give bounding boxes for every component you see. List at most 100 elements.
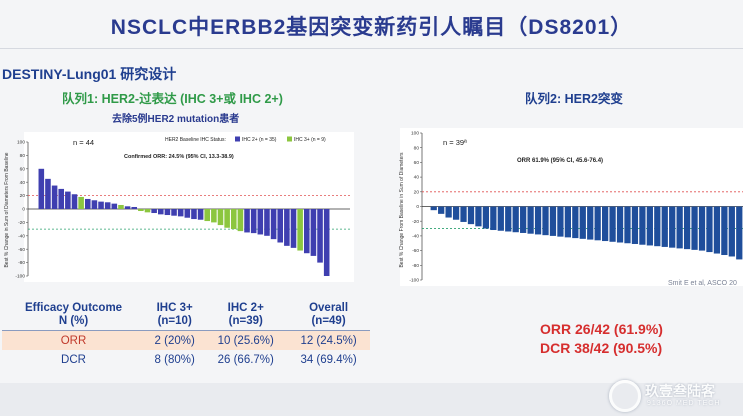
bar bbox=[58, 188, 65, 209]
bar bbox=[230, 209, 237, 230]
watermark-logo-icon bbox=[609, 380, 641, 412]
efficacy-table-header: Efficacy Outcome N (%) IHC 3+ (n=10) IHC 2… bbox=[2, 300, 370, 331]
watermark-en: 9136O MED TECH bbox=[647, 400, 721, 407]
cohort2-dcr-result: DCR 38/42 (90.5%) bbox=[540, 340, 663, 356]
bar bbox=[505, 206, 512, 232]
cohort1-waterfall: 100 80 60 40 20 0 -20 -40 -60 -80 -100 Best % Chan… bbox=[4, 132, 354, 282]
bar bbox=[217, 209, 224, 226]
y-tick-label: 0 bbox=[416, 204, 419, 210]
y-tick-label: -80 bbox=[412, 263, 419, 269]
bar bbox=[191, 209, 197, 220]
bar bbox=[138, 209, 144, 212]
legend-swatch-ihc3 bbox=[287, 136, 292, 142]
bar bbox=[520, 206, 527, 233]
cohort2-y-ticks: 100 80 60 40 20 0 -20 -40 -60 -80 -100 bbox=[409, 131, 422, 284]
y-tick-label: 0 bbox=[22, 207, 25, 213]
y-tick-label: 80 bbox=[414, 145, 420, 151]
efficacy-table: Efficacy Outcome N (%) IHC 3+ (n=10) IHC 2… bbox=[2, 300, 370, 369]
bar bbox=[691, 206, 698, 250]
y-tick-label: 80 bbox=[20, 153, 26, 159]
y-tick-label: -20 bbox=[412, 219, 419, 225]
bar bbox=[84, 198, 91, 209]
y-tick-label: -20 bbox=[18, 220, 25, 226]
bar bbox=[579, 206, 586, 239]
bar bbox=[631, 206, 639, 244]
y-tick-label: -100 bbox=[409, 278, 419, 284]
y-tick-label: 40 bbox=[20, 180, 26, 186]
bar bbox=[98, 201, 104, 209]
bar bbox=[144, 209, 151, 213]
cell-value: 10 (25.6%) bbox=[204, 330, 288, 350]
bar bbox=[736, 206, 743, 260]
y-tick-label: -100 bbox=[15, 274, 25, 280]
bar bbox=[91, 200, 98, 209]
cohort1-y-label: Best % Change in Sum of Diameters From B… bbox=[4, 152, 10, 267]
y-tick-label: 20 bbox=[414, 189, 420, 195]
bar bbox=[460, 206, 467, 222]
bar bbox=[65, 191, 71, 209]
bar bbox=[177, 209, 184, 217]
legend-label-ihc3: IHC 3+ (n = 9) bbox=[294, 137, 326, 143]
bar bbox=[71, 194, 78, 209]
bar bbox=[542, 206, 549, 236]
y-tick-label: 60 bbox=[20, 166, 26, 172]
bar bbox=[237, 209, 244, 232]
bar bbox=[557, 206, 564, 237]
bar bbox=[38, 168, 45, 209]
bar bbox=[78, 196, 84, 209]
bar bbox=[698, 206, 706, 251]
bar bbox=[111, 203, 118, 209]
bar bbox=[164, 209, 171, 216]
bar bbox=[204, 209, 211, 222]
bar bbox=[118, 204, 124, 209]
bar bbox=[706, 206, 713, 253]
bar bbox=[572, 206, 579, 239]
bar bbox=[721, 206, 728, 256]
table-row-dcr: DCR 8 (80%) 26 (66.7%) 34 (69.4%) bbox=[2, 350, 370, 369]
y-tick-label: 100 bbox=[17, 140, 25, 146]
bar bbox=[490, 206, 497, 231]
citation: Smit E et al, ASCO 20 bbox=[668, 280, 737, 287]
cohort1-ref-lines bbox=[28, 195, 350, 230]
bar bbox=[51, 185, 58, 209]
bar bbox=[244, 209, 250, 233]
bar bbox=[661, 206, 668, 247]
bar bbox=[475, 206, 482, 227]
header-overall: Overall (n=49) bbox=[309, 302, 349, 327]
bar bbox=[284, 209, 290, 246]
bar bbox=[527, 206, 534, 234]
bar bbox=[549, 206, 557, 236]
title-divider bbox=[0, 48, 743, 49]
bar bbox=[430, 206, 437, 211]
y-tick-label: -60 bbox=[18, 247, 25, 253]
cell-value: 2 (20%) bbox=[145, 330, 205, 350]
row-label: ORR bbox=[2, 330, 146, 350]
cell-value: 12 (24.5%) bbox=[287, 330, 370, 350]
cohort2-title: 队列2: HER2突变 bbox=[525, 92, 623, 106]
bar bbox=[594, 206, 601, 241]
bar bbox=[445, 206, 452, 218]
bar bbox=[264, 209, 270, 236]
cohort1-legend-title: HER2 Baseline IHC Status: bbox=[165, 137, 226, 143]
bar bbox=[728, 206, 735, 257]
bar bbox=[609, 206, 616, 242]
legend-swatch-ihc2 bbox=[235, 136, 240, 142]
cohort1-y-ticks: 100 80 60 40 20 0 -20 -40 -60 -80 -100 bbox=[15, 140, 28, 280]
bar bbox=[639, 206, 646, 245]
bar bbox=[467, 206, 475, 225]
bar bbox=[184, 209, 191, 218]
y-tick-label: 40 bbox=[414, 175, 420, 181]
cohort1-n-label: n = 44 bbox=[73, 138, 94, 147]
header-outcome: Efficacy Outcome N (%) bbox=[24, 302, 123, 327]
bar bbox=[534, 206, 542, 235]
bar bbox=[151, 209, 157, 214]
bar bbox=[270, 209, 277, 240]
cohort2-y-label: Best % Change From Baseline in Sum of Di… bbox=[399, 152, 405, 268]
bar bbox=[171, 209, 177, 216]
bar bbox=[297, 209, 303, 251]
cohort2-n-label: n = 39ª bbox=[443, 138, 467, 147]
bar bbox=[323, 209, 330, 276]
bar bbox=[317, 209, 323, 263]
bar bbox=[310, 209, 317, 256]
bar bbox=[624, 206, 631, 244]
